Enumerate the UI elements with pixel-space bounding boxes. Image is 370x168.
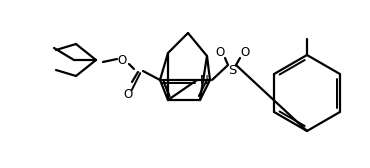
Text: O: O [240,47,250,59]
Text: O: O [123,89,132,101]
Text: N: N [200,74,208,87]
Text: S: S [228,65,236,77]
Text: O: O [117,54,127,68]
Text: O: O [215,47,225,59]
